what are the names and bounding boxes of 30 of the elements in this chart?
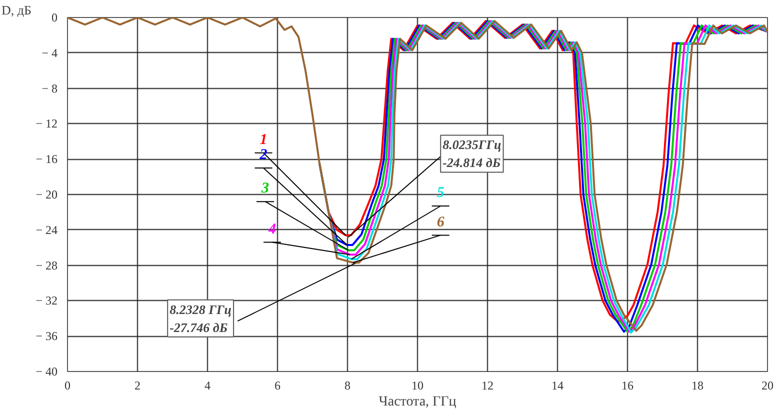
x-tick-label: 6 (274, 378, 280, 392)
y-tick-label: − 24 (36, 222, 58, 237)
x-tick-label: 2 (134, 378, 140, 392)
text: 3 (260, 180, 270, 197)
x-tick-label: 14 (552, 378, 564, 392)
x-tick-label: 16 (622, 378, 634, 392)
line-series (68, 18, 768, 332)
y-tick-label: − 4 (42, 46, 58, 60)
x-tick-label: 0 (64, 378, 70, 392)
y-tick-label: − 36 (36, 329, 58, 344)
text: 1 (260, 132, 268, 148)
y-tick-label: − 32 (36, 294, 58, 308)
y-tick-label: − 12 (36, 116, 58, 131)
y-tick-label: − 16 (36, 152, 58, 166)
x-axis-title: Частота, ГГц (378, 394, 457, 410)
x-tick-label: 12 (482, 378, 494, 392)
text: 6 (436, 214, 445, 230)
x-tick-label: 18 (692, 378, 704, 392)
x-tick-label: 20 (762, 378, 774, 392)
y-tick-label: − 8 (42, 81, 58, 96)
y-tick-label: − 20 (36, 188, 58, 202)
x-tick-label: 10 (412, 378, 424, 392)
annotation: 8.2328 ГГц -27.746 дБ (170, 302, 232, 335)
annotation: 8.0235ГГц -24.814 дБ (442, 137, 502, 170)
x-tick-label: 8 (344, 378, 350, 392)
x-tick-label: 4 (204, 378, 210, 392)
y-tick-label: 0 (52, 10, 58, 24)
y-tick-label: − 28 (36, 258, 58, 272)
y-tick-label: − 40 (36, 364, 58, 378)
y-axis-title: D, дБ (2, 2, 32, 18)
